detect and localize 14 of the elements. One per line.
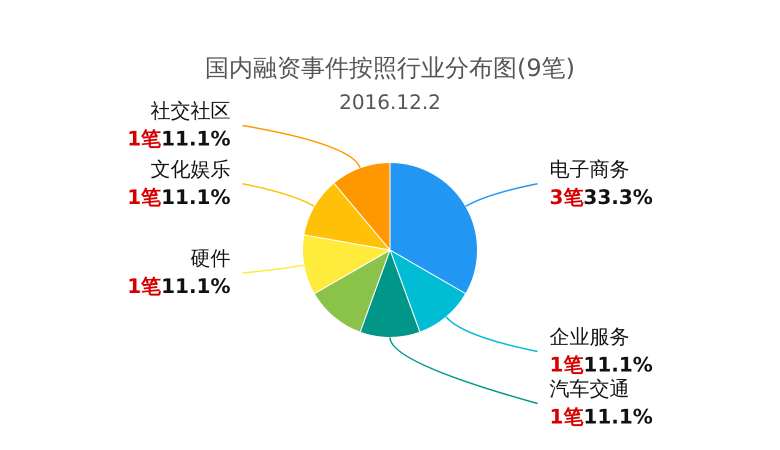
chart-subtitle: 2016.12.2 [339,90,441,114]
slice-label: 社交社区 [150,98,230,123]
slice-label: 企业服务 [550,324,630,349]
data-label: 1笔11.1% [127,184,231,209]
slice-label: 汽车交通 [550,376,630,401]
data-label: 3笔33.3% [550,184,653,209]
data-label: 1笔11.1% [550,404,653,429]
data-label: 1笔11.1% [127,126,231,151]
data-label: 1笔11.1% [127,274,231,298]
chart-title: 国内融资事件按照行业分布图(9笔) [205,54,575,82]
slice-label: 电子商务 [550,156,630,181]
slice-label: 文化娱乐 [150,156,230,181]
data-label: 1笔11.1% [550,352,653,377]
slice-label: 硬件 [190,246,230,270]
